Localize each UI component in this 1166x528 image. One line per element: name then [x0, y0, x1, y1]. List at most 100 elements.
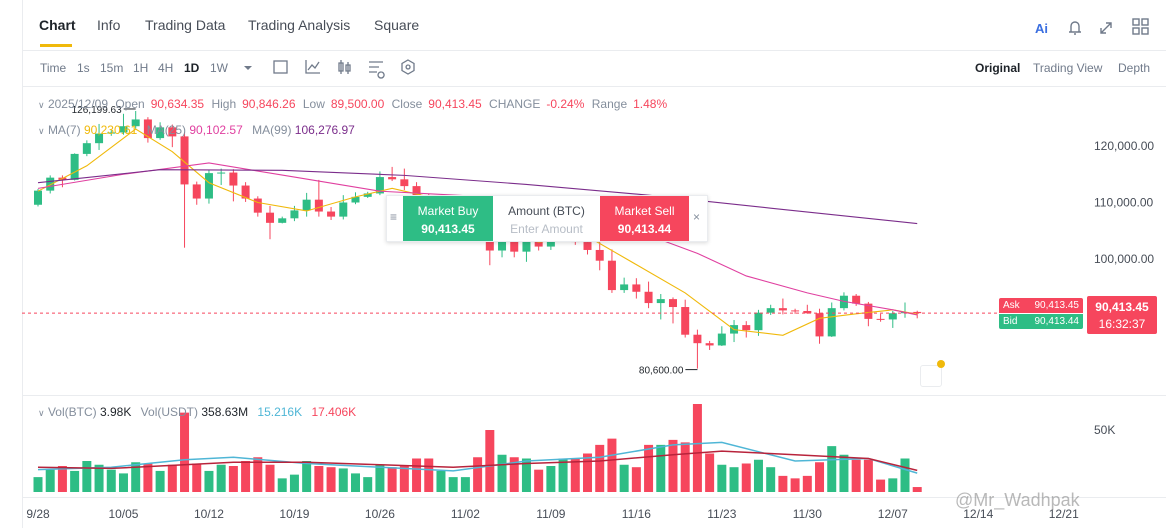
tab-bar	[22, 0, 1166, 51]
candle-body	[510, 236, 519, 252]
candle-body	[400, 179, 409, 187]
candle-body	[766, 308, 775, 313]
candle-body	[656, 299, 665, 304]
tab[interactable]: Info	[97, 17, 121, 33]
bid-price: 90,413.44	[1034, 316, 1080, 327]
candle-body	[131, 119, 140, 127]
dropdown-icon[interactable]	[244, 66, 252, 70]
y-tick-label: 120,000.00	[1094, 139, 1154, 153]
tab-underline	[40, 44, 72, 47]
candle-icon[interactable]	[338, 60, 351, 74]
label: Vol(USDT)	[140, 405, 199, 419]
label: Vol(BTC)	[47, 405, 97, 419]
countdown: 16:32:37	[1098, 317, 1146, 331]
candle-body	[156, 127, 165, 139]
candle-body	[278, 218, 287, 223]
ma-row: ∨ MA(7) 90,230.61 MA(25) 90,102.57 MA(99…	[38, 123, 355, 137]
x-tick-label: 11/02	[451, 507, 480, 521]
candle-body	[827, 308, 836, 337]
ask-price: 90,413.45	[1034, 300, 1080, 311]
interval[interactable]: 1D	[184, 61, 200, 75]
label: High	[211, 97, 237, 111]
candle-body	[815, 313, 824, 337]
view-option[interactable]: Original	[975, 61, 1021, 75]
candle-body	[888, 313, 897, 320]
drag-handle[interactable]: ≡	[390, 210, 398, 224]
interval[interactable]: 1W	[210, 61, 228, 75]
sell-price: 90,413.44	[617, 222, 672, 236]
value: 90,846.26	[242, 97, 296, 111]
y-tick-label: 100,000.00	[1094, 252, 1154, 266]
candle-body	[217, 172, 226, 174]
candle-body	[168, 127, 177, 137]
candle-body	[33, 190, 42, 205]
ask-bid-box: Ask 90,413.45 Bid 90,413.44	[999, 298, 1083, 330]
interval[interactable]: 4H	[158, 61, 174, 75]
candle-body	[839, 295, 848, 309]
candle-body	[620, 284, 629, 291]
divider	[22, 86, 1166, 87]
buy-label: Market Buy	[417, 204, 479, 218]
candle-body	[681, 307, 690, 335]
value: 90,413.45	[428, 97, 482, 111]
tab[interactable]: Trading Analysis	[248, 17, 351, 33]
candle-body	[46, 177, 55, 191]
candle-body	[852, 295, 861, 304]
x-tick-label: 12/14	[963, 507, 993, 521]
candle-body	[644, 291, 653, 304]
candle-body	[290, 210, 299, 219]
gear-icon[interactable]	[401, 59, 415, 75]
order-panel: ≡ Market Buy 90,413.45 Amount (BTC) Ente…	[386, 195, 708, 242]
value: 90,634.35	[150, 97, 205, 111]
interval[interactable]: 1s	[77, 61, 90, 75]
watermark: @Mr_Wadhpak	[955, 490, 1080, 510]
candle-body	[742, 325, 751, 331]
plot: 100,000.00 110,000.00 120,000.00 50K 9/28 10/…	[22, 105, 1154, 521]
candle-body	[229, 172, 238, 186]
amount-placeholder: Enter Amount	[510, 222, 583, 236]
candle-body	[143, 119, 152, 139]
tab[interactable]: Square	[374, 17, 420, 33]
candle-body	[668, 299, 677, 308]
candle-body	[119, 126, 128, 133]
tab[interactable]: Chart	[39, 17, 76, 33]
candle-body	[693, 334, 702, 344]
value: 15.216K	[257, 405, 303, 419]
candle-body	[204, 173, 213, 199]
interval[interactable]: 1H	[133, 61, 149, 75]
candle-body	[266, 212, 275, 223]
volume-ma-line	[37, 450, 918, 472]
bell-icon[interactable]	[1069, 21, 1081, 35]
candle-body	[607, 260, 616, 291]
candle-body	[302, 199, 311, 211]
x-tick-label: 9/28	[26, 507, 50, 521]
x-tick-label: 10/19	[279, 507, 309, 521]
candle-body	[70, 153, 79, 180]
amount-field[interactable]: Amount (BTC) Enter Amount	[493, 196, 600, 241]
alert-icon[interactable]	[920, 365, 942, 387]
value: 17.406K	[311, 405, 357, 419]
view-option[interactable]: Trading View	[1033, 61, 1103, 75]
ai-icon[interactable]: Ai	[1035, 21, 1048, 36]
view-option[interactable]: Depth	[1118, 61, 1151, 75]
indicator-icon[interactable]	[305, 60, 320, 74]
interval[interactable]: 15m	[100, 61, 124, 75]
candle-body	[754, 312, 763, 331]
settings-icon[interactable]	[369, 61, 385, 79]
candle-body	[717, 333, 726, 346]
market-buy[interactable]: Market Buy 90,413.45	[403, 196, 493, 241]
candle-body	[778, 308, 787, 311]
calendar-icon[interactable]	[273, 60, 288, 74]
label: MA(7)	[47, 123, 81, 137]
label: MA(99)	[252, 123, 292, 137]
expand-icon[interactable]	[1100, 22, 1112, 34]
buy-price: 90,413.45	[421, 222, 475, 236]
market-sell[interactable]: Market Sell 90,413.44	[600, 196, 689, 241]
candle-body	[327, 211, 336, 217]
interval[interactable]: Time	[40, 61, 67, 75]
label: MA(25)	[146, 123, 187, 137]
candle-body	[522, 240, 531, 252]
close-button[interactable]: ×	[693, 210, 701, 224]
layout-icon[interactable]	[1132, 18, 1149, 35]
tab[interactable]: Trading Data	[145, 17, 226, 33]
